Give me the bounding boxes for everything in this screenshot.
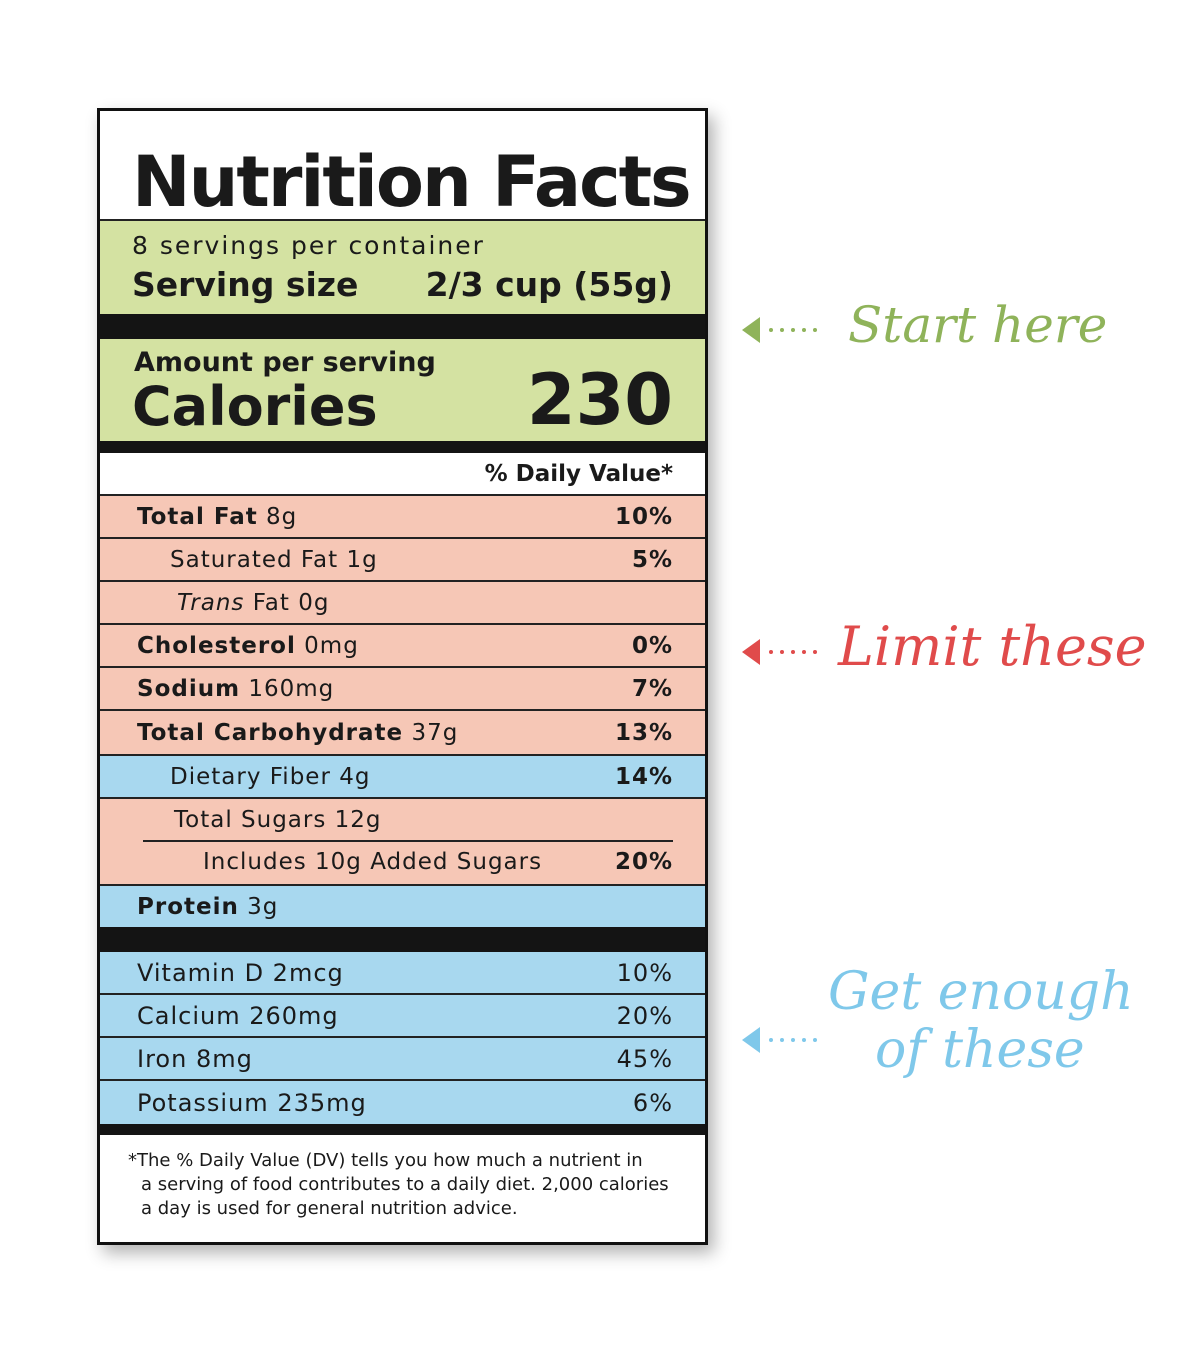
title-section: Nutrition Facts	[100, 111, 705, 223]
divider	[100, 927, 705, 952]
nutrient-dv: 13%	[614, 719, 673, 746]
vitamin-dv: 6%	[632, 1088, 673, 1117]
serving-size-value: 2/3 cup (55g)	[425, 265, 673, 304]
nutrient-dv: 5%	[631, 546, 673, 573]
annotation-limit: Limit these	[838, 615, 1147, 678]
nutrient-row: Total Carbohydrate 37g 13%	[100, 711, 705, 756]
serving-section: 8 servings per container Serving size 2/…	[100, 221, 705, 314]
footnote: *The % Daily Value (DV) tells you how mu…	[100, 1135, 705, 1242]
annotation-start: Start here	[848, 296, 1108, 354]
dv-header: % Daily Value*	[484, 460, 673, 487]
nutrient-amount: 12g	[334, 807, 382, 833]
nutrient-amount: 1g	[346, 546, 378, 573]
vitamin-name: Vitamin D 2mcg	[137, 958, 344, 987]
vitamin-dv: 45%	[616, 1044, 673, 1073]
nutrient-dv: 7%	[631, 675, 673, 702]
annotation-enough: of these	[875, 1020, 1085, 1080]
divider	[100, 441, 705, 453]
nutrient-dv: 14%	[614, 763, 673, 790]
nutrient-row: Cholesterol 0mg 0%	[100, 625, 705, 668]
serving-size-label: Serving size	[132, 265, 359, 304]
nutrient-name: Cholesterol	[137, 632, 296, 659]
amount-per-serving: Amount per serving	[134, 347, 436, 378]
nutrient-amount: 4g	[339, 763, 371, 790]
vitamin-name: Potassium 235mg	[137, 1088, 367, 1117]
arrow-blue	[742, 1027, 817, 1053]
calories-section: Amount per serving Calories 230	[100, 339, 705, 441]
divider	[100, 314, 705, 339]
nutrient-amount: 8g	[266, 503, 298, 530]
nutrition-label: Nutrition Facts 8 servings per container…	[97, 108, 708, 1245]
footnote-line: *The % Daily Value (DV) tells you how mu…	[128, 1150, 643, 1171]
servings: 8 servings per container	[132, 231, 485, 260]
nutrient-dv: 20%	[614, 849, 673, 875]
nutrient-name: Total Carbohydrate	[137, 719, 404, 746]
nutrient-amount: 160mg	[248, 675, 335, 702]
sugars-rule	[143, 840, 673, 842]
nutrient-row: Trans Fat 0g	[100, 582, 705, 625]
nutrient-dv: 0%	[631, 632, 673, 659]
nutrient-name: Fat	[252, 589, 290, 616]
vitamin-name: Calcium 260mg	[137, 1001, 339, 1030]
calories-value: 230	[526, 359, 673, 441]
vitamin-row: Potassium 235mg 6%	[100, 1081, 705, 1124]
vitamin-row: Vitamin D 2mcg 10%	[100, 952, 705, 995]
nutrient-amount: 37g	[411, 719, 459, 746]
nutrient-row: Total Fat 8g 10%	[100, 496, 705, 539]
nutrient-row: Sodium 160mg 7%	[100, 668, 705, 711]
nutrient-name: Includes 10g Added Sugars	[203, 849, 543, 875]
sugars-section: Total Sugars 12g Includes 10g Added Suga…	[100, 799, 705, 886]
nutrient-row: Dietary Fiber 4g 14%	[100, 756, 705, 799]
nutrient-name: Total Fat	[137, 503, 258, 530]
vitamin-dv: 20%	[616, 1001, 673, 1030]
nutrient-name: Dietary Fiber	[170, 763, 331, 790]
divider	[100, 1124, 705, 1135]
footnote-line: a serving of food contributes to a daily…	[141, 1174, 669, 1195]
nutrient-row: Saturated Fat 1g 5%	[100, 539, 705, 582]
nutrient-name-italic: Trans	[177, 589, 245, 616]
vitamin-name: Iron 8mg	[137, 1044, 253, 1073]
nutrient-amount: 0mg	[304, 632, 359, 659]
sugars-row: Total Sugars 12g	[174, 807, 382, 833]
footnote-line: a day is used for general nutrition advi…	[141, 1198, 518, 1219]
calories-label: Calories	[132, 375, 378, 438]
arrow-red	[742, 639, 817, 665]
nutrient-amount: 0g	[298, 589, 330, 616]
nutrient-name: Saturated Fat	[170, 546, 339, 573]
vitamin-row: Iron 8mg 45%	[100, 1038, 705, 1081]
nutrient-name: Protein	[137, 893, 239, 920]
arrow-green	[742, 317, 817, 343]
dv-header-row: % Daily Value*	[100, 453, 705, 496]
vitamin-dv: 10%	[616, 958, 673, 987]
title: Nutrition Facts	[132, 141, 692, 223]
nutrient-name: Total Sugars	[174, 807, 327, 833]
nutrient-amount: 3g	[247, 893, 279, 920]
nutrient-row: Protein 3g	[100, 886, 705, 927]
annotation-enough: Get enough	[828, 962, 1134, 1022]
nutrient-name: Sodium	[137, 675, 241, 702]
vitamin-row: Calcium 260mg 20%	[100, 995, 705, 1038]
nutrient-dv: 10%	[614, 503, 673, 530]
